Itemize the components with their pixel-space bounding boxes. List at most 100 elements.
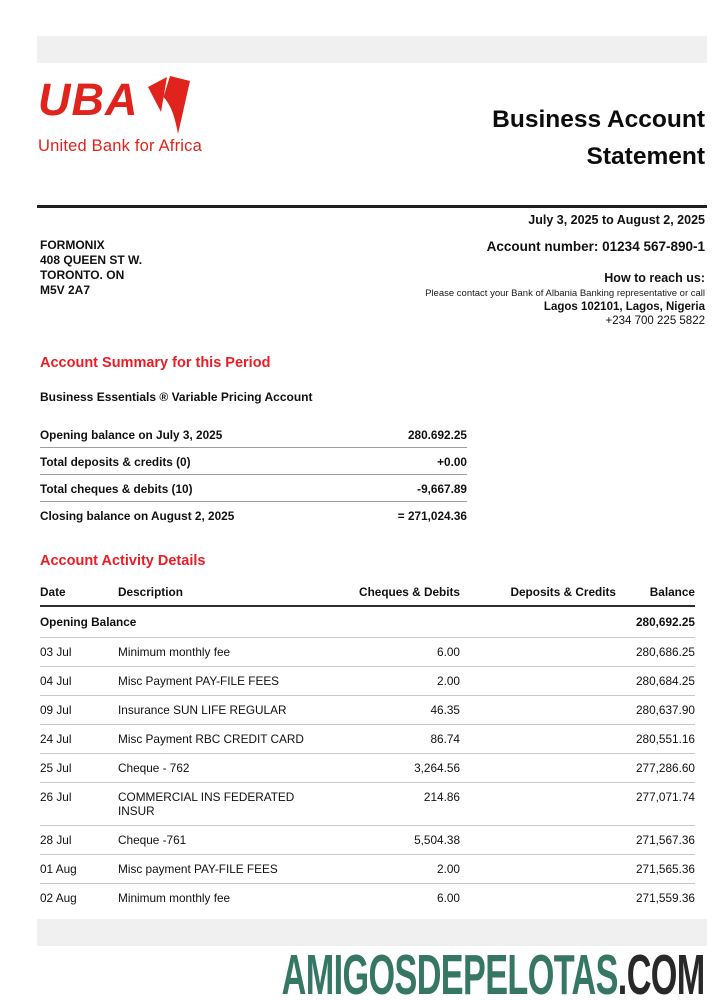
contact-instruction: Please contact your Bank of Albania Bank… [425,287,705,299]
transaction-date: 02 Aug [40,890,77,905]
document-title: Business Account Statement [492,75,705,175]
transaction-debit: 214.86 [423,789,460,804]
watermark-suffix: .COM [617,942,705,1000]
contact-block: Account number: 01234 567-890-1 How to r… [425,238,705,328]
opening-balance-row: Opening Balance 280,692.25 [40,607,695,638]
watermark-name: AMIGOSDEPELOTAS [281,942,619,1000]
transaction-credit [460,732,616,746]
bottom-gray-bar [37,918,707,946]
transaction-balance: 271,565.36 [635,861,695,876]
transaction-debit: 46.35 [430,702,460,717]
transaction-row: 09 Jul Insurance SUN LIFE REGULAR 46.35 280… [40,696,695,725]
transaction-balance: 280,686.25 [635,644,695,659]
bank-logo-text: UBA [38,74,139,125]
transaction-credit [460,674,616,688]
transaction-date: 04 Jul [40,673,72,688]
statement-period: July 3, 2025 to August 2, 2025 [528,212,705,227]
summary-row-label: Closing balance on August 2, 2025 [40,508,235,523]
product-name: Business Essentials ® Variable Pricing A… [40,389,313,404]
summary-row: Total deposits & credits (0) +0.00 [40,448,467,475]
customer-name: FORMONIX [40,237,105,252]
summary-heading: Account Summary for this Period [40,354,271,371]
uba-flag-icon [147,75,190,134]
transaction-description: Misc Payment RBC CREDIT CARD [118,731,304,746]
transaction-balance: 271,567.36 [635,832,695,847]
transaction-description: Cheque -761 [118,832,187,847]
transaction-row: 25 Jul Cheque - 762 3,264.56 277,286.60 [40,754,695,783]
document-title-line2: Statement [586,143,705,170]
col-balance: Balance [649,584,695,599]
transaction-balance: 280,551.16 [635,731,695,746]
activity-table-header: Date Description Cheques & Debits Deposi… [40,582,695,607]
bank-logo: UBA United Bank for Africa [38,75,202,156]
bank-phone: +234 700 225 5822 [605,314,705,327]
transaction-description: Cheque - 762 [118,760,190,775]
transaction-credit [460,891,616,905]
transaction-debit: 2.00 [437,673,460,688]
transaction-balance: 271,559.36 [635,890,695,905]
transaction-debit: 6.00 [437,644,460,659]
activity-table: Date Description Cheques & Debits Deposi… [40,582,695,912]
transaction-row: 01 Aug Misc payment PAY-FILE FEES 2.00 271,… [40,855,695,884]
transaction-description: Minimum monthly fee [118,890,231,905]
transaction-balance: 277,071.74 [635,789,695,804]
col-description: Description [118,584,183,599]
transaction-debit: 6.00 [437,890,460,905]
summary-row: Closing balance on August 2, 2025 = 271,0… [40,502,467,528]
transaction-description: Minimum monthly fee [118,644,231,659]
transaction-row: 26 Jul COMMERCIAL INS FEDERATED INSUR 214.… [40,783,695,826]
col-cheques-debits: Cheques & Debits [359,584,460,599]
activity-heading: Account Activity Details [40,552,206,569]
transaction-date: 26 Jul [40,789,72,804]
summary-row-label: Total cheques & debits (10) [40,481,193,496]
summary-row: Opening balance on July 3, 2025 280.692.2… [40,421,467,448]
transaction-balance: 280,684.25 [635,673,695,688]
transaction-debit: 5,504.38 [414,832,460,847]
transaction-date: 09 Jul [40,702,72,717]
transaction-balance: 280,637.90 [635,702,695,717]
transaction-credit [460,645,616,659]
header-divider [37,205,707,208]
opening-balance-value: 280,692.25 [635,614,695,629]
summary-row-label: Total deposits & credits (0) [40,454,191,469]
watermark: AMIGOSDEPELOTAS.COM [282,946,706,1000]
transaction-row: 02 Aug Minimum monthly fee 6.00 271,559.36 [40,884,695,912]
summary-row: Total cheques & debits (10) -9,667.89 [40,475,467,502]
transaction-description: Insurance SUN LIFE REGULAR [118,702,287,717]
how-to-reach-heading: How to reach us: [604,270,705,285]
summary-row-label: Opening balance on July 3, 2025 [40,427,223,442]
transaction-row: 04 Jul Misc Payment PAY-FILE FEES 2.00 280,… [40,667,695,696]
summary-row-value: = 271,024.36 [397,508,467,523]
summary-row-value: -9,667.89 [417,481,467,496]
transaction-date: 28 Jul [40,832,72,847]
transaction-row: 28 Jul Cheque -761 5,504.38 271,567.36 [40,826,695,855]
transaction-credit [460,833,616,847]
transaction-credit [460,790,616,818]
summary-table: Opening balance on July 3, 2025 280.692.2… [40,421,467,528]
transaction-row: 03 Jul Minimum monthly fee 6.00 280,686.25 [40,638,695,667]
transaction-date: 25 Jul [40,760,72,775]
transaction-description: Misc payment PAY-FILE FEES [118,861,278,876]
transaction-debit: 3,264.56 [414,760,460,775]
summary-row-value: 280.692.25 [407,427,467,442]
address-line: TORONTO. ON [40,267,125,282]
transaction-debit: 2.00 [437,861,460,876]
transaction-date: 03 Jul [40,644,72,659]
account-number: Account number: 01234 567-890-1 [486,238,705,254]
statement-header: UBA United Bank for Africa Business Acco… [38,75,705,175]
bank-address: Lagos 102101, Lagos, Nigeria [543,300,705,313]
address-line: M5V 2A7 [40,282,91,297]
summary-row-value: +0.00 [437,454,467,469]
transaction-date: 24 Jul [40,731,72,746]
transaction-description: Misc Payment PAY-FILE FEES [118,673,280,688]
transaction-row: 24 Jul Misc Payment RBC CREDIT CARD 86.74 2… [40,725,695,754]
transaction-debit: 86.74 [430,731,460,746]
col-deposits-credits: Deposits & Credits [510,584,616,599]
address-line: 408 QUEEN ST W. [40,252,143,267]
transaction-description: COMMERCIAL INS FEDERATED INSUR [118,789,295,818]
customer-info-row: FORMONIX 408 QUEEN ST W. TORONTO. ON M5V… [40,238,705,328]
customer-address: FORMONIX 408 QUEEN ST W. TORONTO. ON M5V… [40,238,142,328]
transaction-credit [460,761,616,775]
top-gray-bar [37,36,707,63]
transaction-date: 01 Aug [40,861,77,876]
